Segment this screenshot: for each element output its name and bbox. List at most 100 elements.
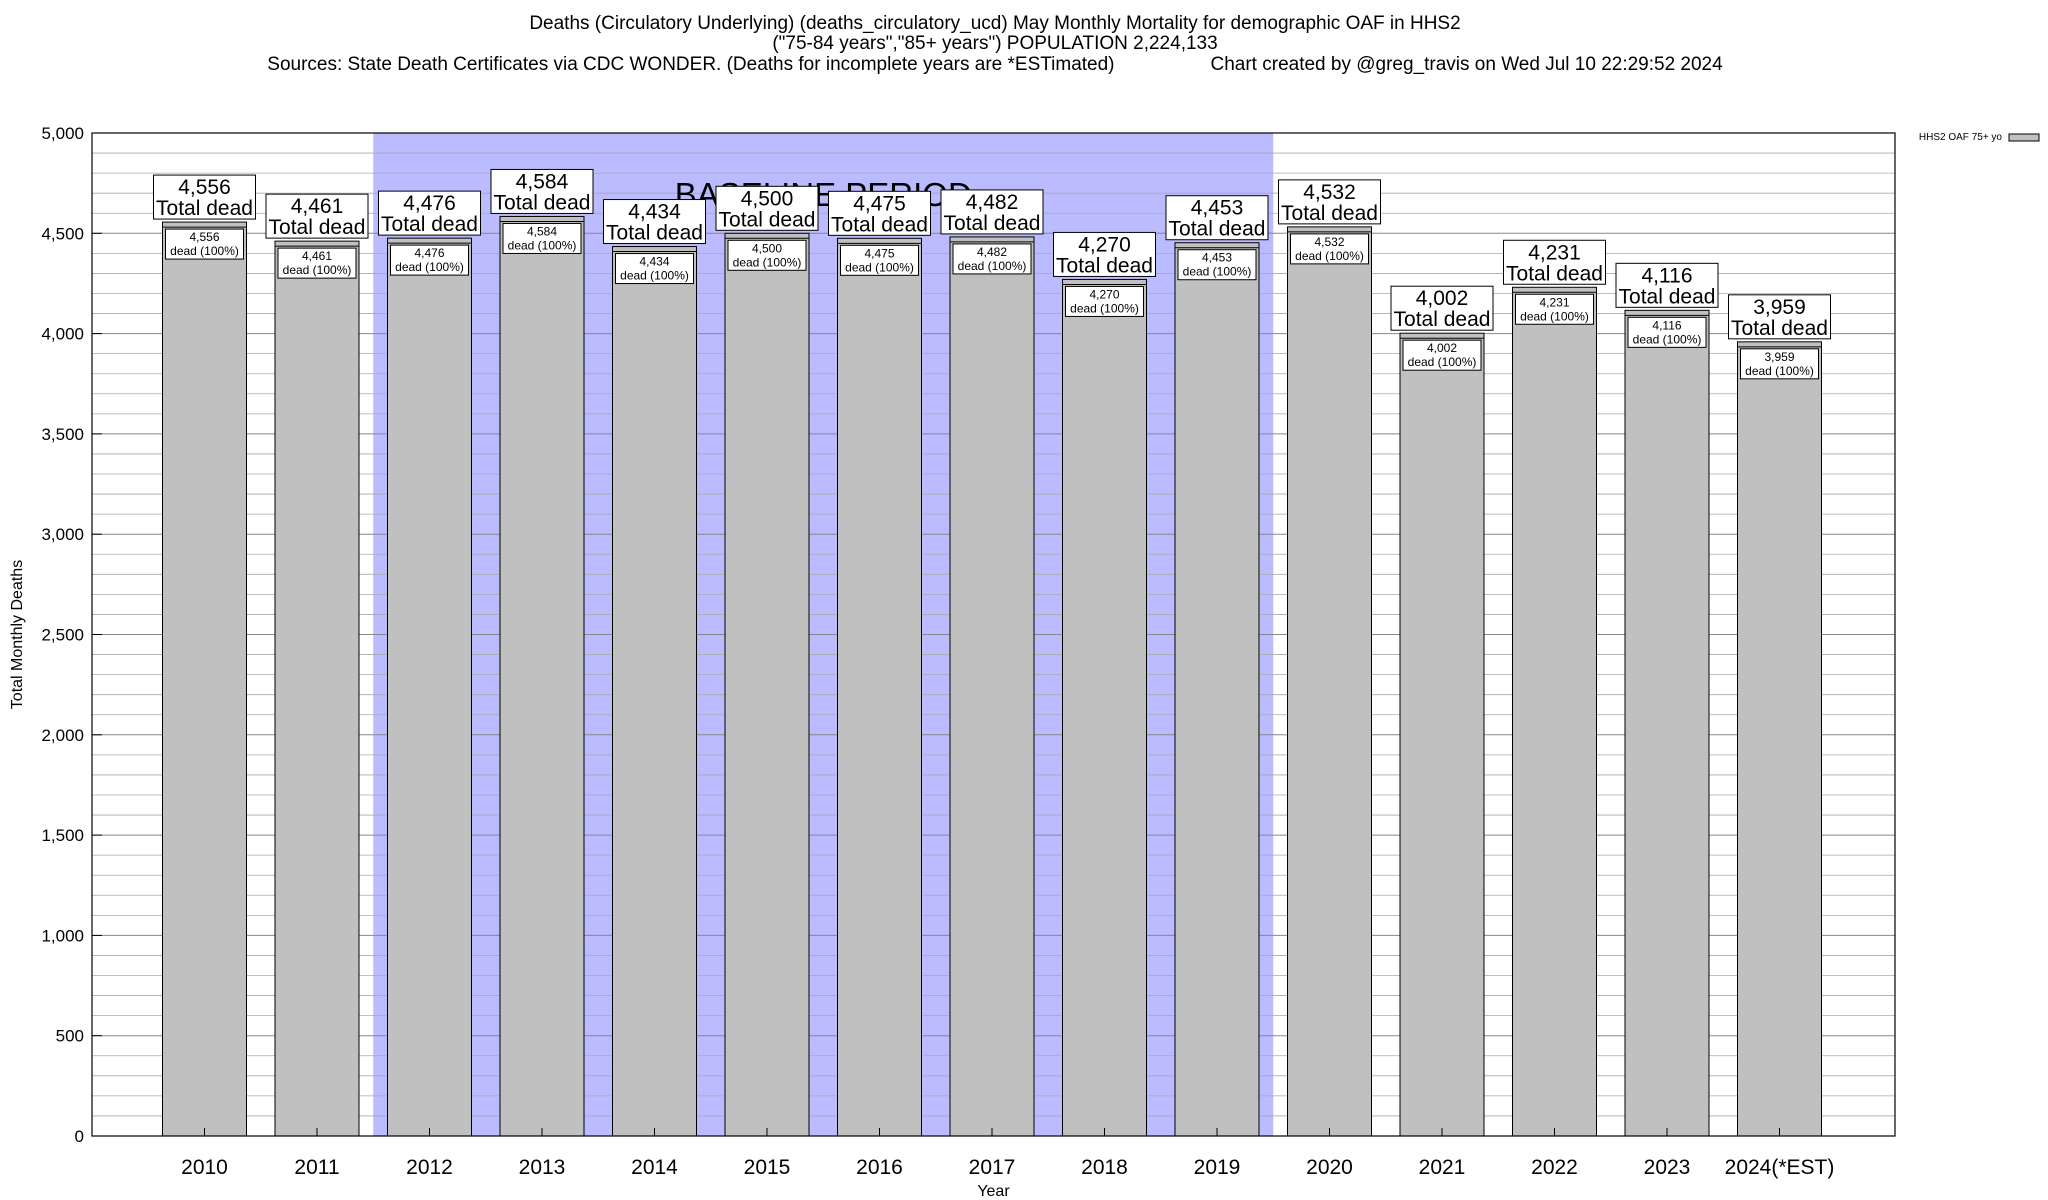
total-value-label: 4,453 — [1191, 197, 1244, 220]
total-value-label: 4,116 — [1642, 264, 1693, 287]
total-label-box — [1165, 195, 1269, 241]
chart-title-line2: ("75-84 years","85+ years") POPULATION 2… — [772, 33, 1218, 54]
total-value-label: 4,500 — [741, 187, 794, 210]
inner-label-box — [1627, 316, 1707, 348]
inner-percent-label: dead (100%) — [1520, 309, 1589, 323]
x-tick-label: 2016 — [856, 1156, 903, 1179]
inner-label-box — [952, 243, 1032, 275]
bar — [1287, 226, 1372, 1137]
total-value-label: 4,270 — [1078, 233, 1131, 256]
inner-percent-label: dead (100%) — [1633, 332, 1702, 346]
y-axis-title: Total Monthly Deaths — [9, 560, 26, 709]
x-tick-label: 2024(*EST) — [1725, 1156, 1835, 1179]
inner-value-label: 4,453 — [1202, 251, 1232, 265]
chart-title: Deaths (Circulatory Underlying) (deaths_… — [0, 14, 1990, 54]
total-suffix-label: Total dead — [1619, 285, 1716, 308]
bar — [1624, 309, 1710, 1137]
inner-value-label: 4,002 — [1427, 341, 1457, 355]
total-suffix-label: Total dead — [1169, 218, 1266, 241]
inner-percent-label: dead (100%) — [508, 238, 577, 252]
y-tick-label: 4,500 — [41, 224, 84, 243]
bar — [1399, 332, 1485, 1137]
inner-label-box — [502, 222, 582, 254]
inner-label-box — [277, 247, 357, 279]
bar — [1512, 286, 1597, 1137]
inner-label-box — [1290, 233, 1369, 265]
inner-percent-label: dead (100%) — [1408, 355, 1477, 369]
bar — [612, 246, 697, 1137]
inner-value-label: 4,116 — [1652, 318, 1681, 332]
bar — [1737, 341, 1822, 1137]
total-suffix-label: Total dead — [606, 222, 703, 245]
y-tick-label: 1,000 — [41, 926, 84, 945]
chart-title-line1: Deaths (Circulatory Underlying) (deaths_… — [529, 13, 1461, 34]
inner-percent-label: dead (100%) — [1745, 364, 1814, 378]
total-suffix-label: Total dead — [494, 191, 591, 214]
total-value-label: 3,959 — [1753, 296, 1806, 319]
total-suffix-label: Total dead — [1394, 308, 1491, 331]
total-value-label: 4,475 — [853, 192, 906, 215]
y-tick-label: 4,000 — [41, 325, 84, 344]
bar — [499, 215, 585, 1137]
x-tick-label: 2020 — [1306, 1156, 1353, 1179]
x-tick-label: 2018 — [1081, 1156, 1128, 1179]
plot-frame — [91, 132, 1896, 1137]
inner-value-label: 4,482 — [977, 245, 1007, 259]
inner-label-box — [165, 228, 244, 260]
total-label-box — [1390, 285, 1494, 331]
total-label-box — [1615, 262, 1719, 308]
total-suffix-label: Total dead — [1281, 202, 1378, 225]
legend-label: HHS2 OAF 75+ yo — [1919, 132, 2003, 143]
x-tick-label: 2019 — [1194, 1156, 1241, 1179]
y-tick-label: 2,500 — [41, 626, 84, 645]
total-suffix-label: Total dead — [1731, 317, 1828, 340]
total-suffix-label: Total dead — [269, 216, 366, 239]
inner-label-box — [390, 244, 469, 276]
inner-percent-label: dead (100%) — [1070, 301, 1139, 315]
inner-value-label: 4,461 — [302, 249, 332, 263]
inner-percent-label: dead (100%) — [620, 269, 689, 283]
x-tick-label: 2021 — [1419, 1156, 1466, 1179]
total-label-box — [940, 189, 1044, 235]
credit-text: Chart created by @greg_travis on Wed Jul… — [1210, 54, 1723, 75]
bar — [724, 232, 810, 1137]
inner-value-label: 4,584 — [527, 224, 557, 238]
total-label-box — [378, 190, 481, 236]
total-suffix-label: Total dead — [1506, 262, 1603, 285]
inner-label-box — [1740, 348, 1819, 380]
inner-label-box — [727, 239, 807, 271]
inner-percent-label: dead (100%) — [283, 263, 352, 277]
y-tick-label: 5,000 — [41, 124, 84, 143]
inner-value-label: 4,434 — [639, 255, 669, 269]
inner-label-box — [1402, 339, 1482, 371]
total-label-box — [1728, 294, 1831, 340]
total-suffix-label: Total dead — [719, 208, 816, 231]
bar — [274, 240, 360, 1137]
inner-label-box — [840, 244, 919, 276]
y-tick-label: 3,500 — [41, 425, 84, 444]
y-tick-label: 500 — [56, 1027, 84, 1046]
x-tick-label: 2011 — [294, 1156, 339, 1179]
total-label-box — [1503, 239, 1606, 285]
y-tick-label: 2,000 — [41, 726, 84, 745]
total-suffix-label: Total dead — [1056, 254, 1153, 277]
inner-value-label: 3,959 — [1764, 350, 1794, 364]
total-value-label: 4,584 — [516, 170, 569, 193]
legend-swatch — [2008, 133, 2040, 142]
x-tick-label: 2014 — [631, 1156, 678, 1179]
bar — [949, 236, 1035, 1137]
x-tick-label: 2017 — [969, 1156, 1016, 1179]
total-suffix-label: Total dead — [156, 197, 253, 220]
inner-value-label: 4,270 — [1089, 287, 1119, 301]
total-label-box — [490, 168, 594, 214]
inner-value-label: 4,475 — [864, 246, 894, 260]
inner-value-label: 4,500 — [752, 241, 782, 255]
bar — [1174, 242, 1260, 1137]
inner-value-label: 4,556 — [189, 230, 219, 244]
inner-percent-label: dead (100%) — [845, 260, 914, 274]
inner-percent-label: dead (100%) — [1295, 249, 1364, 263]
total-label-box — [265, 193, 369, 239]
y-tick-label: 0 — [75, 1127, 84, 1146]
total-value-label: 4,461 — [291, 195, 344, 218]
